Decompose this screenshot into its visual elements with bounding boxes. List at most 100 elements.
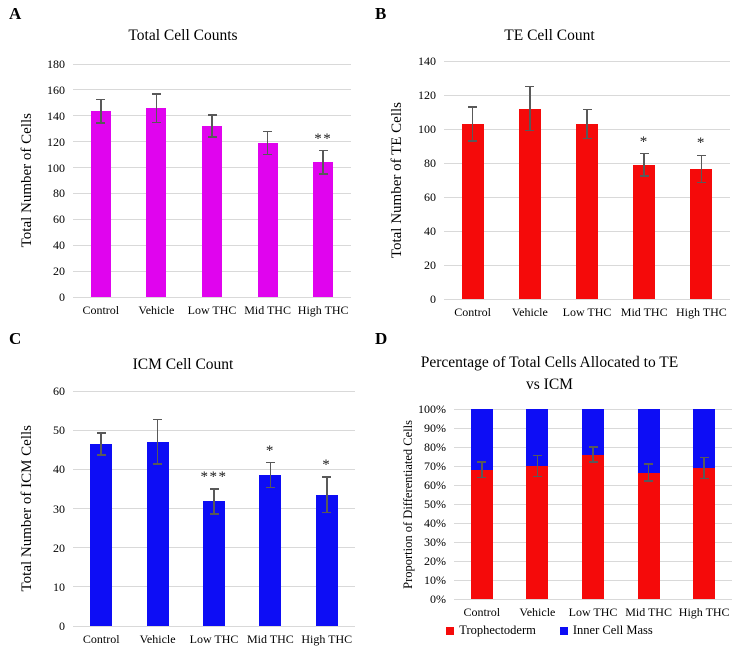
error-bar-cap xyxy=(322,476,332,478)
bar-mid-thc xyxy=(257,142,278,297)
y-axis-tick-label: 50% xyxy=(424,497,446,511)
error-bar-line xyxy=(155,93,158,123)
error-bar-cap xyxy=(209,488,219,490)
error-bar-cap xyxy=(265,461,275,464)
error-bar-line xyxy=(211,115,213,138)
panel-letter-b: B xyxy=(375,4,387,23)
y-axis-tick-label: 120 xyxy=(47,134,65,149)
error-bar-cap xyxy=(582,137,592,140)
error-bar-line xyxy=(700,155,703,183)
y-axis-tick-label: 40% xyxy=(424,516,446,530)
y-axis-tick-label: 180 xyxy=(47,57,65,71)
error-bar-cap xyxy=(477,476,487,479)
error-bar-cap xyxy=(318,173,328,175)
error-bar-line xyxy=(269,462,272,488)
bar-segment-inner-cell-mass xyxy=(582,409,604,455)
y-axis-tick-label: 60 xyxy=(424,190,436,204)
gridline xyxy=(73,296,351,298)
error-bar-cap xyxy=(322,511,332,514)
x-axis-category-label: Mid THC xyxy=(620,305,668,319)
bar-vehicle xyxy=(146,441,169,626)
error-bar-line xyxy=(703,457,705,479)
error-bar-cap xyxy=(699,477,709,480)
legend: Trophectoderm Inner Cell Mass xyxy=(366,623,733,638)
error-bar-cap xyxy=(532,475,542,478)
bar-low-thc xyxy=(576,123,598,299)
error-bar-cap xyxy=(263,153,273,156)
x-axis-category-label: High THC xyxy=(678,605,730,619)
panel-a: A Total Cell Counts Total Number of Cell… xyxy=(0,0,366,325)
significance-marker: ** xyxy=(314,130,333,147)
y-axis-tick-label: 40 xyxy=(53,238,65,253)
y-axis-tick-label: 0% xyxy=(430,592,446,606)
chart-title-c: ICM Cell Count xyxy=(132,356,234,373)
error-bar-line xyxy=(156,419,159,465)
bar-vehicle xyxy=(146,108,167,297)
x-axis-category-label: Control xyxy=(82,303,120,317)
y-axis-title-a: Total Number of Cells xyxy=(18,113,35,248)
bar-high-thc xyxy=(313,162,334,297)
bar-segment-trophectoderm xyxy=(693,467,716,599)
legend-swatch-icon xyxy=(559,626,568,635)
y-axis-tick-label: 80% xyxy=(424,440,446,454)
error-bar-cap xyxy=(468,106,478,108)
x-axis-category-label: Mid THC xyxy=(246,632,294,646)
y-axis-tick-label: 0 xyxy=(59,619,65,633)
error-bar-line xyxy=(213,488,215,514)
panel-d: D Percentage of Total Cells Allocated to… xyxy=(366,325,733,649)
x-axis-category-label: High THC xyxy=(675,305,727,319)
x-axis-category-label: Mid THC xyxy=(625,605,672,619)
error-bar-cap xyxy=(207,114,217,116)
chart-title-d: Percentage of Total Cells Allocated to T… xyxy=(420,354,679,393)
error-bar-line xyxy=(326,477,328,513)
error-bar-cap xyxy=(209,513,219,515)
significance-marker: * xyxy=(639,133,649,150)
legend-label: Trophectoderm xyxy=(459,623,536,637)
legend-item: Inner Cell Mass xyxy=(559,623,653,638)
error-bar-line xyxy=(481,462,483,478)
error-bar-cap xyxy=(468,140,478,142)
y-axis-tick-label: 60 xyxy=(53,384,65,398)
error-bar-cap xyxy=(263,130,273,133)
y-axis-tick-label: 30% xyxy=(424,535,446,549)
x-axis-category-label: Vehicle xyxy=(139,632,176,646)
chart-title-b: TE Cell Count xyxy=(504,27,595,44)
error-bar-cap xyxy=(696,154,706,157)
y-axis-tick-label: 0 xyxy=(430,292,436,306)
bar-vehicle xyxy=(518,108,541,299)
y-axis-tick-label: 20 xyxy=(424,258,436,272)
gridline xyxy=(73,429,355,431)
error-bar-cap xyxy=(588,446,598,448)
x-axis-category-label: Low THC xyxy=(568,605,618,619)
error-bar-cap xyxy=(96,98,106,101)
y-axis-tick-label: 100 xyxy=(47,160,65,175)
error-bar-cap xyxy=(151,121,161,123)
error-bar-cap xyxy=(699,456,709,459)
error-bar-cap xyxy=(639,175,649,177)
x-axis-category-label: Low THC xyxy=(189,632,239,646)
error-bar-line xyxy=(586,109,588,139)
error-bar-cap xyxy=(644,480,654,482)
bar-segment-trophectoderm xyxy=(526,466,549,599)
y-axis-tick-label: 60 xyxy=(53,212,65,227)
x-axis-category-label: Vehicle xyxy=(511,305,548,319)
plot-area-b: 0 20 40 60 80 100 120 140 Control Vehicle Low THC *… xyxy=(418,54,730,319)
bar-segment-inner-cell-mass xyxy=(637,409,660,473)
y-axis-tick-label: 0 xyxy=(59,290,65,304)
error-bar-cap xyxy=(525,129,535,132)
y-axis-tick-label: 30 xyxy=(53,501,65,516)
gridline xyxy=(73,468,355,470)
error-bar-cap xyxy=(265,486,275,489)
bar-segment-inner-cell-mass xyxy=(470,409,493,470)
error-bar-cap xyxy=(96,122,106,124)
y-axis-tick-label: 20 xyxy=(53,540,65,555)
plot-area-a: 0 20 40 60 80 100 120 140 160 180 Control Vehicle Lo… xyxy=(47,57,351,317)
y-axis-tick-label: 20% xyxy=(424,554,446,568)
y-axis-tick-label: 140 xyxy=(418,54,436,68)
bar-high-thc xyxy=(315,494,338,626)
gridline xyxy=(73,89,351,91)
bar-segment-inner-cell-mass xyxy=(526,409,549,466)
panel-b: B TE Cell Count Total Number of TE Cells… xyxy=(366,0,733,325)
legend-swatch-icon xyxy=(446,626,455,635)
y-axis-tick-label: 60% xyxy=(424,478,446,492)
